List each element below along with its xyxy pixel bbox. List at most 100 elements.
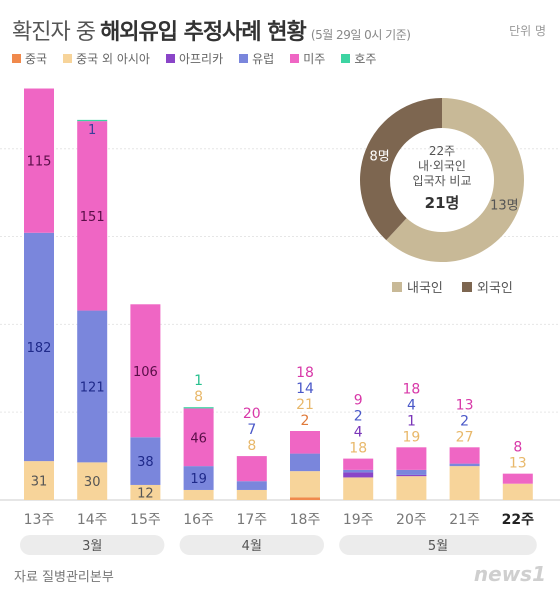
bar-segment: [183, 466, 214, 490]
data-label: 1: [194, 373, 203, 389]
bar-segment: [236, 481, 267, 490]
donut-legend-swatch: [392, 282, 402, 292]
data-label: 4: [354, 425, 363, 441]
title-part1: 확진자 중: [12, 20, 96, 45]
bar-segment: [183, 489, 214, 500]
legend-item-europe: 유럽: [239, 50, 274, 67]
data-label: 13: [509, 456, 527, 472]
donut-legend-label: 내국인: [407, 281, 443, 296]
data-label: 46: [190, 431, 207, 446]
bar-segment: [396, 469, 427, 475]
data-label: 182: [27, 341, 52, 356]
bar-segment: [24, 461, 54, 500]
donut-center-text: 21명: [425, 194, 460, 212]
bar-segment: [77, 310, 108, 463]
bar-segment: [343, 472, 374, 478]
data-label: 30: [84, 475, 101, 490]
bar-segment: [502, 473, 533, 484]
legend-item-americas: 미주: [290, 50, 325, 67]
data-label: 2: [460, 413, 469, 429]
news1-logo: news1: [473, 562, 546, 586]
bar-segment: [290, 431, 320, 454]
bar-segment: [396, 447, 427, 470]
bar-segment: [290, 471, 320, 498]
title-note: (5월 29일 0시 기준): [310, 28, 411, 42]
data-label: 151: [80, 210, 105, 225]
data-label: 9: [354, 393, 363, 409]
data-label: 27: [456, 429, 474, 445]
month-group-pill: [20, 535, 165, 555]
bar-segment: [130, 437, 161, 485]
legend-swatch: [239, 54, 249, 63]
legend-item-africa: 아프리카: [165, 50, 224, 67]
data-label: 18: [402, 381, 420, 397]
bar-segment: [290, 453, 320, 472]
month-group-pill: [339, 535, 537, 555]
bar-segment: [396, 474, 427, 477]
data-label: 4: [407, 397, 416, 413]
bar-segment: [449, 463, 480, 467]
x-tick-label: 15주: [130, 512, 161, 528]
bar-segment: [290, 497, 320, 500]
bar-segment: [24, 88, 54, 233]
legend-label: 중국: [25, 52, 48, 66]
legend: 중국 중국 외 아시아 아프리카 유럽 미주 호주: [12, 50, 376, 67]
data-label: 8: [247, 438, 256, 454]
data-label: 19: [190, 472, 207, 487]
donut-slice: [360, 98, 442, 241]
month-group-label: 4월: [242, 539, 262, 554]
data-label: 14: [296, 381, 314, 397]
data-label: 12: [137, 486, 154, 501]
x-tick-label: 17주: [236, 512, 267, 528]
donut-legend-label: 외국인: [477, 281, 513, 296]
data-label: 19: [402, 429, 420, 445]
bar-segment: [77, 462, 108, 500]
month-group-label: 3월: [82, 539, 102, 554]
legend-swatch: [290, 54, 300, 63]
donut-center-text: 내·외국인: [418, 159, 466, 173]
x-tick-label: 16주: [183, 512, 214, 528]
legend-swatch: [12, 54, 21, 63]
bar-segment: [343, 477, 374, 500]
bar-segment: [183, 407, 214, 409]
bar-segment: [396, 476, 427, 500]
bar-segment: [449, 447, 480, 464]
data-label: 1: [88, 123, 96, 138]
title-part2: 해외유입 추정사례 현황: [100, 20, 307, 45]
data-label: 106: [133, 365, 158, 380]
data-label: 31: [31, 475, 48, 490]
bar-segment: [236, 456, 267, 482]
x-tick-label: 21주: [449, 512, 480, 528]
bar-segment: [130, 484, 161, 500]
month-group-pill: [179, 535, 324, 555]
data-label: 115: [27, 155, 52, 170]
legend-item-china: 중국: [12, 50, 47, 67]
data-label: 18: [349, 441, 367, 457]
bar-segment: [77, 119, 108, 122]
legend-label: 호주: [354, 52, 377, 66]
source-note: 자료 질병관리본부: [14, 570, 114, 585]
bar-segment: [24, 232, 54, 462]
data-label: 8: [194, 389, 203, 405]
donut-center-text: 입국자 비교: [412, 174, 471, 188]
bar-segment: [236, 489, 267, 500]
legend-label: 미주: [303, 52, 326, 66]
bar-segment: [130, 304, 161, 438]
donut-slice: [386, 97, 524, 262]
chart-title: 확진자 중 해외유입 추정사례 현황 (5월 29일 0시 기준): [12, 14, 411, 46]
donut-center-text: 22주: [429, 144, 455, 158]
legend-swatch: [341, 54, 351, 63]
legend-label: 아프리카: [178, 52, 224, 66]
bar-segment: [502, 483, 533, 500]
x-tick-label: 22주: [502, 512, 534, 528]
unit-label: 단위 명: [509, 24, 546, 38]
data-label: 1: [407, 413, 416, 429]
x-tick-label: 19주: [343, 512, 374, 528]
legend-label: 유럽: [252, 52, 275, 66]
data-label: 21: [296, 397, 314, 413]
data-label: 2: [301, 413, 310, 429]
data-label: 7: [247, 422, 256, 438]
bar-segment: [449, 466, 480, 500]
x-tick-label: 18주: [290, 512, 321, 528]
